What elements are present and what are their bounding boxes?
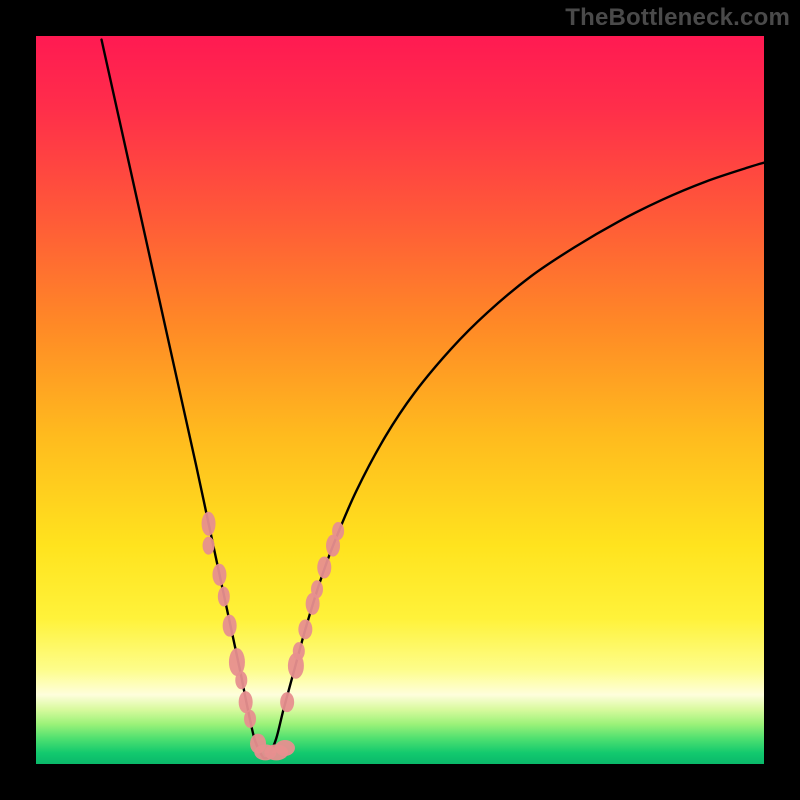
watermark-label: TheBottleneck.com	[565, 4, 790, 32]
curve-marker	[332, 522, 344, 540]
curve-marker	[311, 580, 323, 598]
curve-marker	[275, 740, 295, 756]
plot-background	[36, 36, 764, 764]
curve-marker	[203, 537, 215, 555]
curve-marker	[212, 564, 226, 586]
curve-marker	[235, 671, 247, 689]
curve-marker	[218, 587, 230, 607]
bottleneck-curve-chart	[0, 0, 800, 800]
curve-marker	[293, 642, 305, 660]
curve-marker	[317, 556, 331, 578]
curve-marker	[223, 615, 237, 637]
curve-marker	[298, 619, 312, 639]
chart-stage: TheBottleneck.com	[0, 0, 800, 800]
curve-marker	[244, 710, 256, 728]
curve-marker	[202, 512, 216, 536]
curve-marker	[280, 692, 294, 712]
curve-marker	[239, 691, 253, 713]
